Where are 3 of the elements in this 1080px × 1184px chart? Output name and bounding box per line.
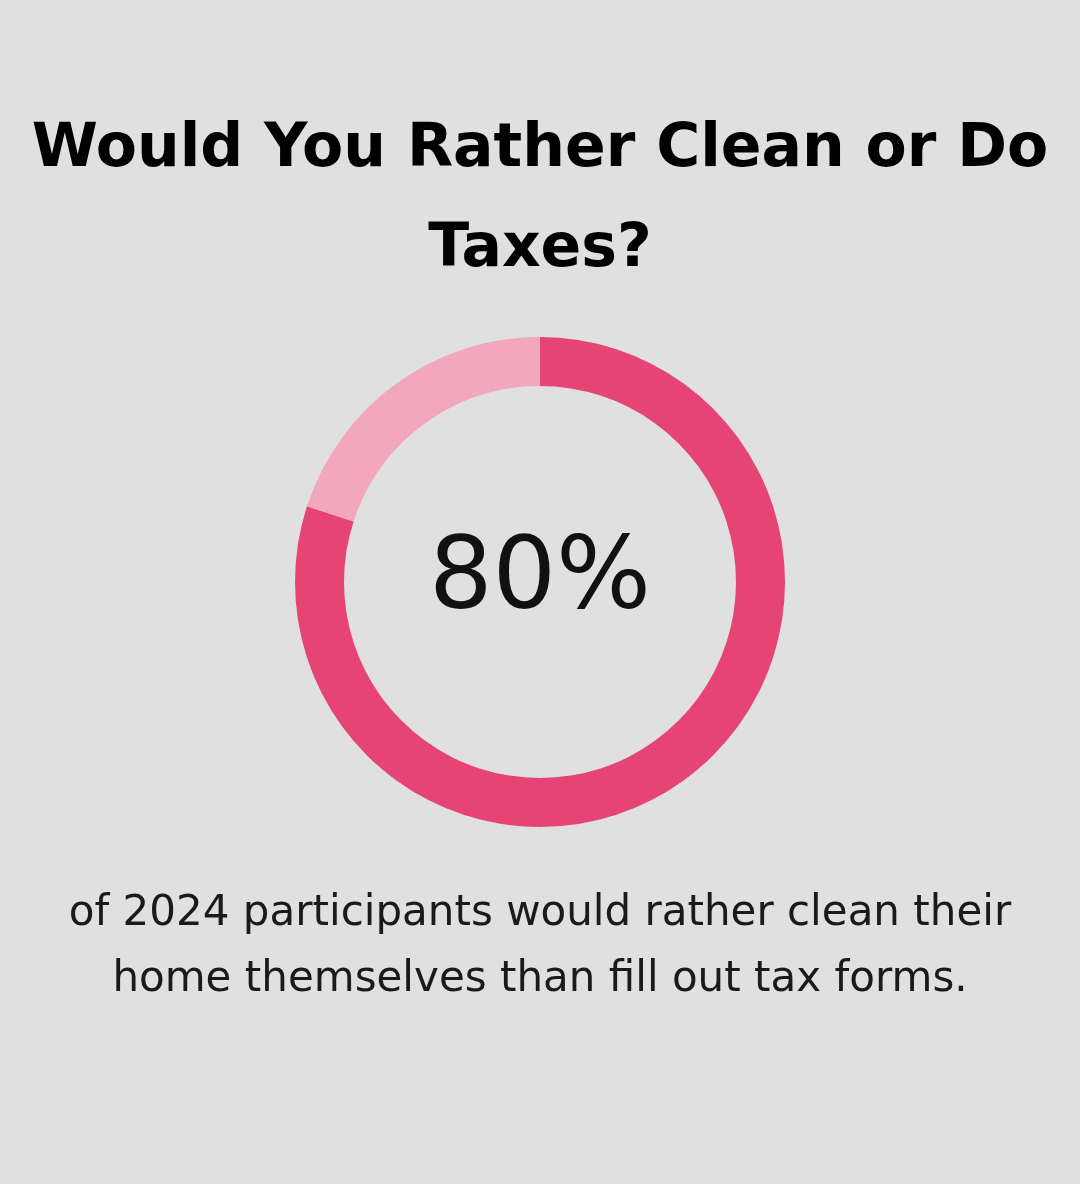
chart-title: Would You Rather Clean or Do Taxes? xyxy=(30,109,1050,282)
text: of 2024 participants would rather clean their home themselves than fill out tax forms. xyxy=(67,885,1013,1003)
data-label: 80% xyxy=(428,514,652,632)
